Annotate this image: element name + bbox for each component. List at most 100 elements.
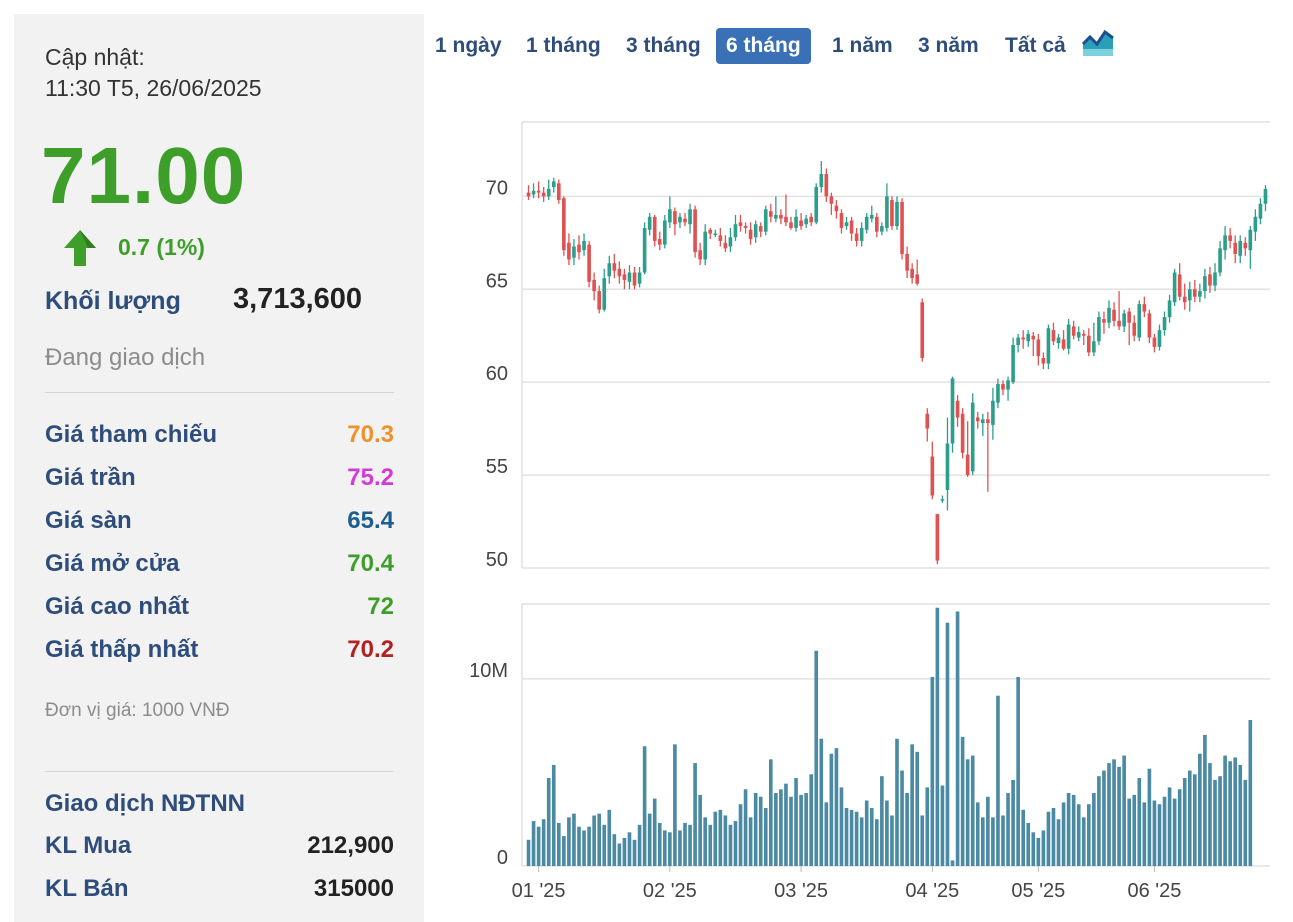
candle-body — [819, 174, 824, 188]
volume-bar — [1097, 776, 1101, 866]
volume-bar — [849, 809, 854, 866]
volume-bar — [955, 611, 960, 866]
stat-label: Giá mở cửa — [45, 550, 180, 577]
x-tick-label: 04 '25 — [905, 880, 959, 902]
volume-bar — [970, 755, 975, 866]
candle-body — [743, 226, 748, 228]
range-6-months[interactable]: 6 tháng — [716, 28, 811, 64]
candle-body — [572, 246, 576, 258]
volume-bar — [753, 793, 758, 866]
candle-body — [728, 237, 733, 247]
candle-body — [1203, 276, 1207, 292]
volume-bar — [1208, 763, 1212, 866]
candle-body — [1117, 320, 1121, 327]
volume-bar — [1021, 809, 1026, 866]
volume-label: Khối lượng — [45, 287, 181, 315]
candle-body — [1142, 304, 1147, 312]
volume-bar — [1228, 761, 1232, 866]
candle-body — [799, 220, 803, 227]
candle-body — [1112, 309, 1116, 321]
volume-bar — [551, 764, 556, 866]
volume-bar — [1132, 794, 1137, 866]
candle-body — [693, 209, 697, 253]
candle-body — [980, 419, 985, 424]
candle-body — [890, 200, 894, 227]
volume-bar — [1117, 766, 1121, 866]
x-tick-label: 03 '25 — [774, 880, 828, 902]
volume-bar — [1192, 774, 1197, 866]
volume-bar — [1102, 770, 1106, 866]
candle-body — [536, 190, 541, 193]
volume-bar — [718, 809, 723, 866]
candle-body — [1092, 341, 1096, 353]
volume-bar — [910, 744, 914, 866]
volume-tick-label: 10M — [469, 660, 508, 682]
candle-body — [1177, 274, 1182, 297]
candle-body — [637, 272, 642, 284]
stat-label: Giá cao nhất — [45, 593, 190, 620]
volume-bar — [713, 811, 718, 866]
candle-body — [1006, 380, 1010, 390]
candle-body — [678, 216, 682, 223]
volume-bar — [839, 787, 844, 866]
stat-label: Giá trần — [45, 464, 136, 491]
volume-bar — [1026, 822, 1031, 866]
volume-bar — [1051, 807, 1056, 866]
candle-body — [738, 222, 743, 227]
candle-body — [864, 216, 869, 230]
candle-body — [844, 222, 849, 227]
candle-body — [1011, 345, 1015, 383]
candle-body — [950, 378, 955, 444]
candle-body — [955, 400, 960, 418]
candle-body — [768, 211, 773, 217]
candle-body — [1041, 358, 1046, 364]
candle-body — [1162, 317, 1167, 331]
volume-bar — [1046, 811, 1051, 866]
candle-body — [1228, 235, 1232, 241]
volume-bar — [991, 817, 995, 866]
volume-bar — [597, 813, 602, 866]
candle-body — [1016, 337, 1020, 345]
volume-bar — [1107, 763, 1111, 866]
candle-body — [673, 211, 677, 225]
volume-bar — [592, 815, 596, 866]
volume-bar — [1071, 794, 1076, 866]
volume-bar — [880, 776, 884, 866]
candle-body — [1172, 272, 1177, 303]
range-1-day[interactable]: 1 ngày — [435, 34, 502, 57]
volume-bar — [673, 744, 677, 866]
candle-body — [526, 192, 531, 197]
candle-body — [1132, 322, 1137, 336]
volume-bar — [980, 817, 985, 866]
candle-body — [1243, 242, 1248, 249]
volume-bar — [743, 789, 748, 866]
range-3-years[interactable]: 3 năm — [918, 34, 979, 57]
volume-bar — [1238, 764, 1243, 866]
range-all[interactable]: Tất cả — [1005, 34, 1066, 57]
candle-body — [1061, 339, 1066, 349]
volume-bar — [546, 778, 551, 866]
volume-bar — [834, 748, 839, 866]
candle-body — [1071, 326, 1076, 336]
stat-row-low: Giá thấp nhất 70.2 — [45, 636, 394, 666]
range-3-months[interactable]: 3 tháng — [626, 34, 701, 57]
volume-bar — [1016, 676, 1020, 866]
candle-body — [970, 402, 975, 472]
stat-value: 70.4 — [347, 550, 394, 577]
range-1-month[interactable]: 1 tháng — [526, 34, 601, 57]
volume-bar — [1172, 798, 1177, 866]
candle-body — [930, 456, 935, 496]
volume-bar — [819, 738, 824, 866]
area-chart-icon[interactable] — [1082, 27, 1114, 57]
volume-bar — [698, 794, 702, 866]
volume-bar — [536, 826, 541, 866]
volume-bar — [824, 802, 829, 866]
candle-body — [1233, 242, 1238, 254]
candle-body — [592, 279, 596, 292]
foreign-sell-value: 315000 — [313, 875, 394, 902]
candle-body — [880, 226, 884, 232]
volume-bar — [1122, 755, 1126, 866]
volume-bar — [607, 809, 612, 866]
range-1-year[interactable]: 1 năm — [832, 34, 893, 57]
